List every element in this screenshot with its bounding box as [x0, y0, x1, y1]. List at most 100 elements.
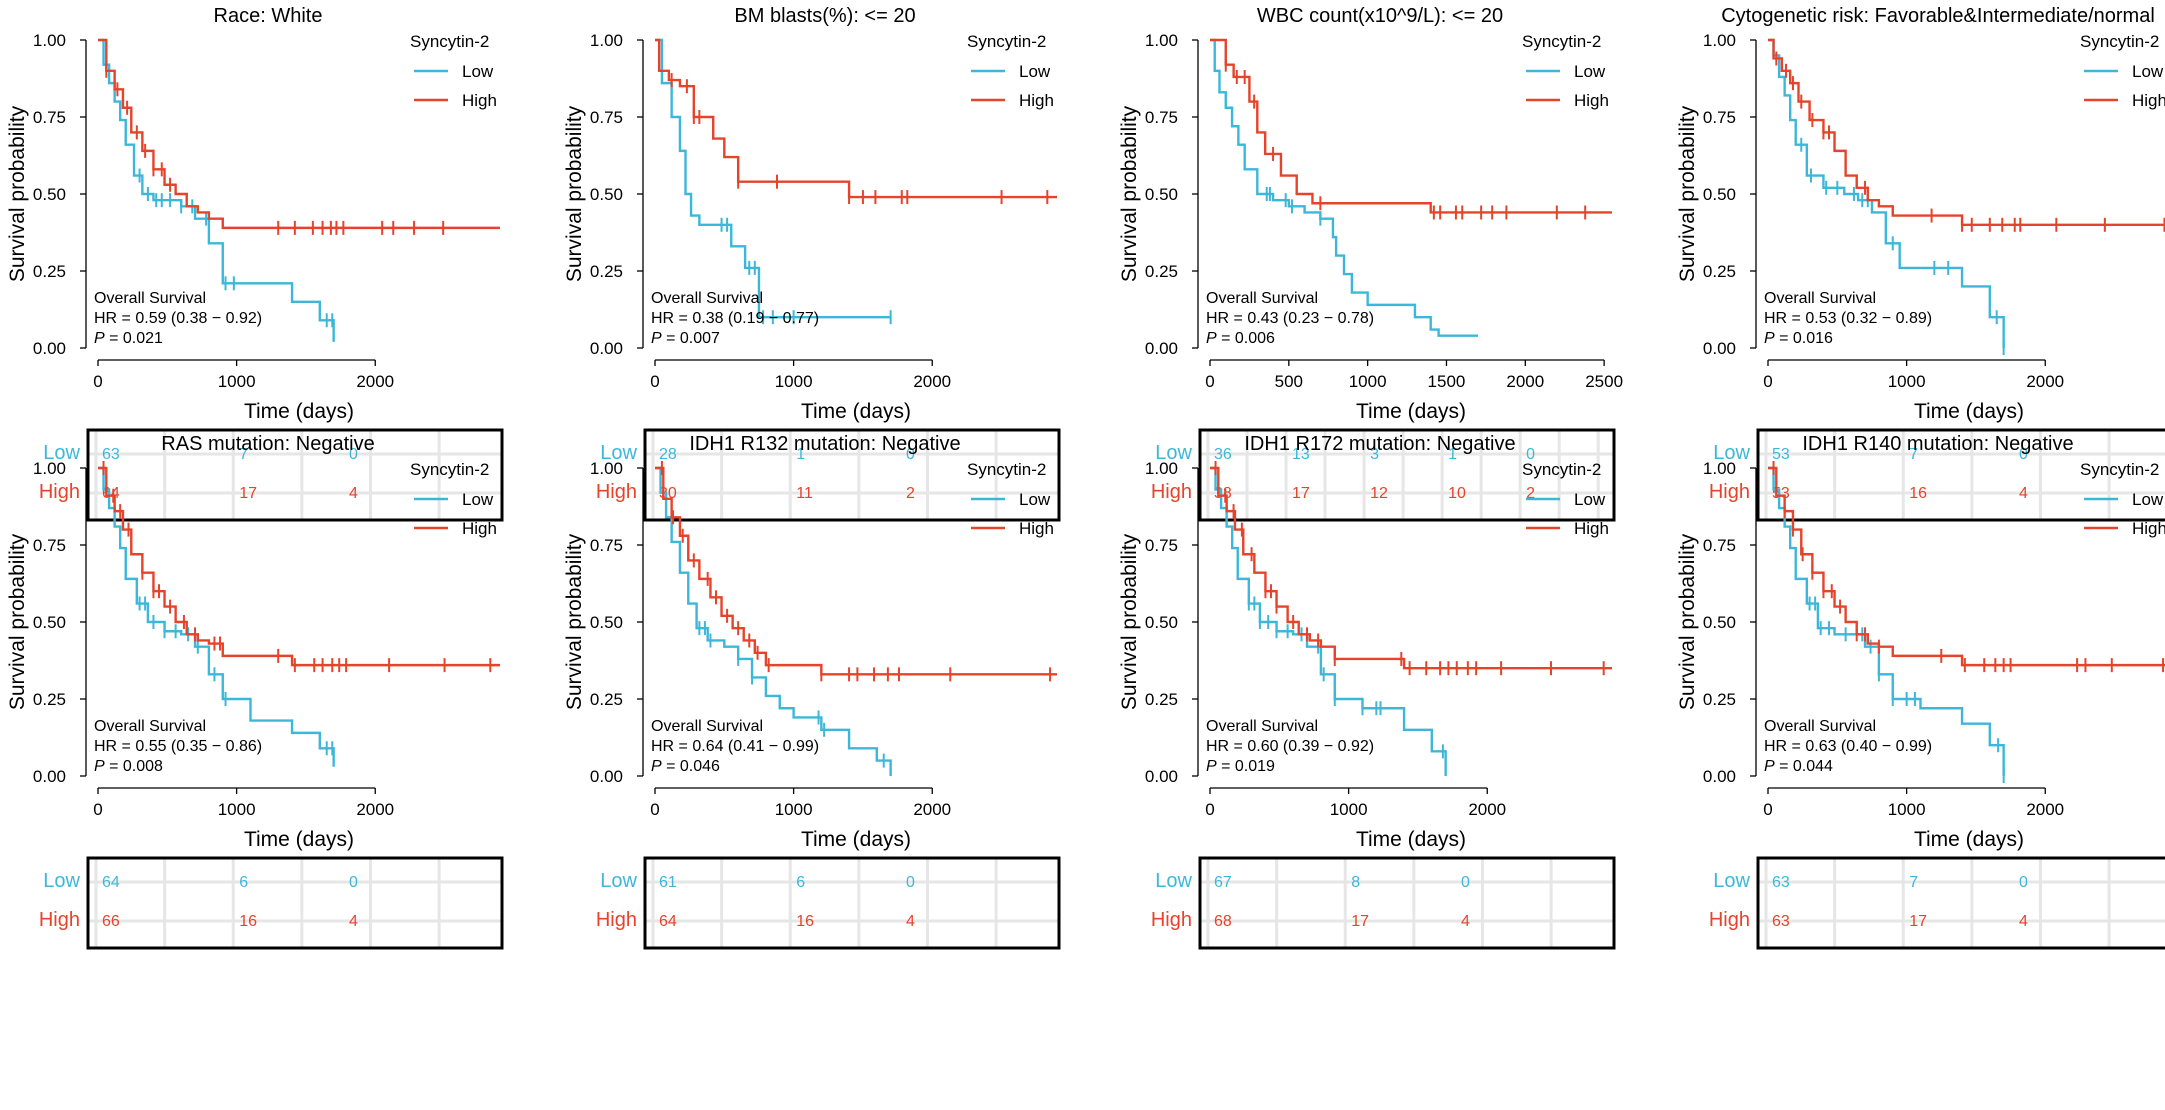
x-tick-label: 0	[1205, 800, 1214, 819]
y-axis-label: Survival probability	[6, 533, 29, 710]
km-panel: IDH1 R172 mutation: Negative 0.00 0.25 0.50…	[1118, 433, 1616, 950]
risk-row-label-low: Low	[1713, 442, 1750, 464]
x-tick-label: 2000	[1506, 372, 1544, 391]
x-axis-label: Time (days)	[1356, 400, 1466, 423]
y-tick-label: 0.00	[33, 339, 66, 358]
y-tick-label: 0.75	[1703, 108, 1736, 127]
risk-table-border	[643, 856, 1061, 950]
risk-row-label-low: Low	[1155, 442, 1192, 464]
p-number: = 0.046	[662, 758, 720, 775]
legend-title: Syncytin-2	[2080, 32, 2159, 51]
hazard-ratio: HR = 0.53 (0.32 − 0.89)	[1764, 310, 1932, 327]
p-symbol: P	[1206, 330, 1217, 347]
x-tick-label: 2000	[913, 800, 951, 819]
risk-count-low: 0	[2019, 446, 2028, 463]
risk-table-border	[1756, 856, 2165, 950]
x-axis-label: Time (days)	[1356, 828, 1466, 851]
stat-title: Overall Survival	[651, 718, 763, 735]
risk-count-low: 0	[1461, 874, 1470, 891]
y-tick-label: 0.50	[1703, 613, 1736, 632]
risk-count-low: 3	[1370, 446, 1379, 463]
km-curve-high	[655, 466, 1057, 676]
y-tick-label: 0.00	[1145, 339, 1178, 358]
y-tick-label: 0.25	[33, 690, 66, 709]
hazard-ratio: HR = 0.63 (0.40 − 0.99)	[1764, 738, 1932, 755]
x-tick-label: 0	[650, 372, 659, 391]
risk-count-low: 0	[2019, 874, 2028, 891]
panel-title: IDH1 R140 mutation: Negative	[1802, 433, 2073, 455]
risk-count-high: 17	[1351, 913, 1369, 930]
y-tick-label: 1.00	[590, 459, 623, 478]
risk-count-high: 16	[239, 913, 257, 930]
x-tick-label: 2000	[356, 372, 394, 391]
y-tick-label: 0.00	[590, 767, 623, 786]
stat-title: Overall Survival	[1764, 718, 1876, 735]
y-tick-label: 0.00	[33, 767, 66, 786]
y-tick-label: 0.00	[1703, 767, 1736, 786]
panel-title: RAS mutation: Negative	[161, 433, 374, 455]
legend-title: Syncytin-2	[1522, 460, 1601, 479]
x-tick-label: 1000	[1888, 372, 1926, 391]
y-tick-label: 0.25	[1703, 690, 1736, 709]
y-tick-label: 0.25	[1703, 262, 1736, 281]
stat-title: Overall Survival	[1764, 290, 1876, 307]
km-panel: Race: White 0.00 0.25 0.50 0.75 1.00 Survival …	[6, 5, 504, 522]
km-curve-low	[1210, 38, 1478, 337]
risk-count-low: 36	[1214, 446, 1232, 463]
p-value: P = 0.021	[94, 330, 163, 347]
km-panel: BM blasts(%): <= 20 0.00 0.25 0.50 0.75 1.00 S…	[563, 5, 1061, 522]
x-tick-label: 1000	[775, 800, 813, 819]
y-axis-label: Survival probability	[6, 105, 29, 282]
risk-count-low: 7	[239, 446, 248, 463]
risk-count-low: 7	[1909, 446, 1918, 463]
y-tick-label: 1.00	[33, 31, 66, 50]
risk-count-high: 17	[1909, 913, 1927, 930]
risk-count-low: 0	[1526, 446, 1535, 463]
risk-count-high: 11	[796, 485, 813, 502]
y-tick-label: 0.25	[1145, 262, 1178, 281]
legend-label-high: High	[1574, 91, 1609, 110]
x-tick-label: 0	[93, 800, 102, 819]
risk-table: Low High 61 64 6 16 0 4	[596, 856, 1061, 950]
risk-count-high: 4	[906, 913, 915, 930]
risk-row-label-low: Low	[1713, 870, 1750, 892]
x-axis-label: Time (days)	[1914, 400, 2024, 423]
km-curve-high	[98, 466, 500, 667]
x-axis-label: Time (days)	[801, 400, 911, 423]
risk-table-border	[1198, 856, 1616, 950]
hazard-ratio: HR = 0.60 (0.39 − 0.92)	[1206, 738, 1374, 755]
y-tick-label: 0.50	[1145, 185, 1178, 204]
legend-title: Syncytin-2	[1522, 32, 1601, 51]
y-axis-label: Survival probability	[1118, 533, 1141, 710]
y-tick-label: 0.75	[1145, 536, 1178, 555]
y-tick-label: 0.50	[1145, 613, 1178, 632]
x-tick-label: 1000	[218, 800, 256, 819]
p-value: P = 0.016	[1764, 330, 1833, 347]
km-curve-high	[655, 38, 1057, 199]
y-axis-label: Survival probability	[563, 533, 586, 710]
risk-row-label-high: High	[1151, 909, 1192, 931]
p-symbol: P	[651, 330, 662, 347]
legend-label-low: Low	[1574, 62, 1606, 81]
risk-count-high: 4	[2019, 485, 2028, 502]
risk-row-label-high: High	[1709, 481, 1750, 503]
legend-title: Syncytin-2	[967, 460, 1046, 479]
risk-count-low: 7	[1909, 874, 1918, 891]
hazard-ratio: HR = 0.64 (0.41 − 0.99)	[651, 738, 819, 755]
risk-count-low: 53	[1772, 446, 1790, 463]
p-number: = 0.008	[105, 758, 163, 775]
km-curve-low	[655, 38, 891, 319]
y-axis-label: Survival probability	[1676, 105, 1699, 282]
y-tick-label: 0.00	[590, 339, 623, 358]
risk-row-label-low: Low	[600, 870, 637, 892]
risk-count-high: 4	[349, 913, 358, 930]
y-tick-label: 1.00	[1703, 459, 1736, 478]
hazard-ratio: HR = 0.43 (0.23 − 0.78)	[1206, 310, 1374, 327]
km-panel: IDH1 R132 mutation: Negative 0.00 0.25 0.50…	[563, 433, 1061, 950]
risk-count-low: 63	[102, 446, 120, 463]
p-number: = 0.007	[662, 330, 720, 347]
risk-count-high: 17	[239, 485, 257, 502]
